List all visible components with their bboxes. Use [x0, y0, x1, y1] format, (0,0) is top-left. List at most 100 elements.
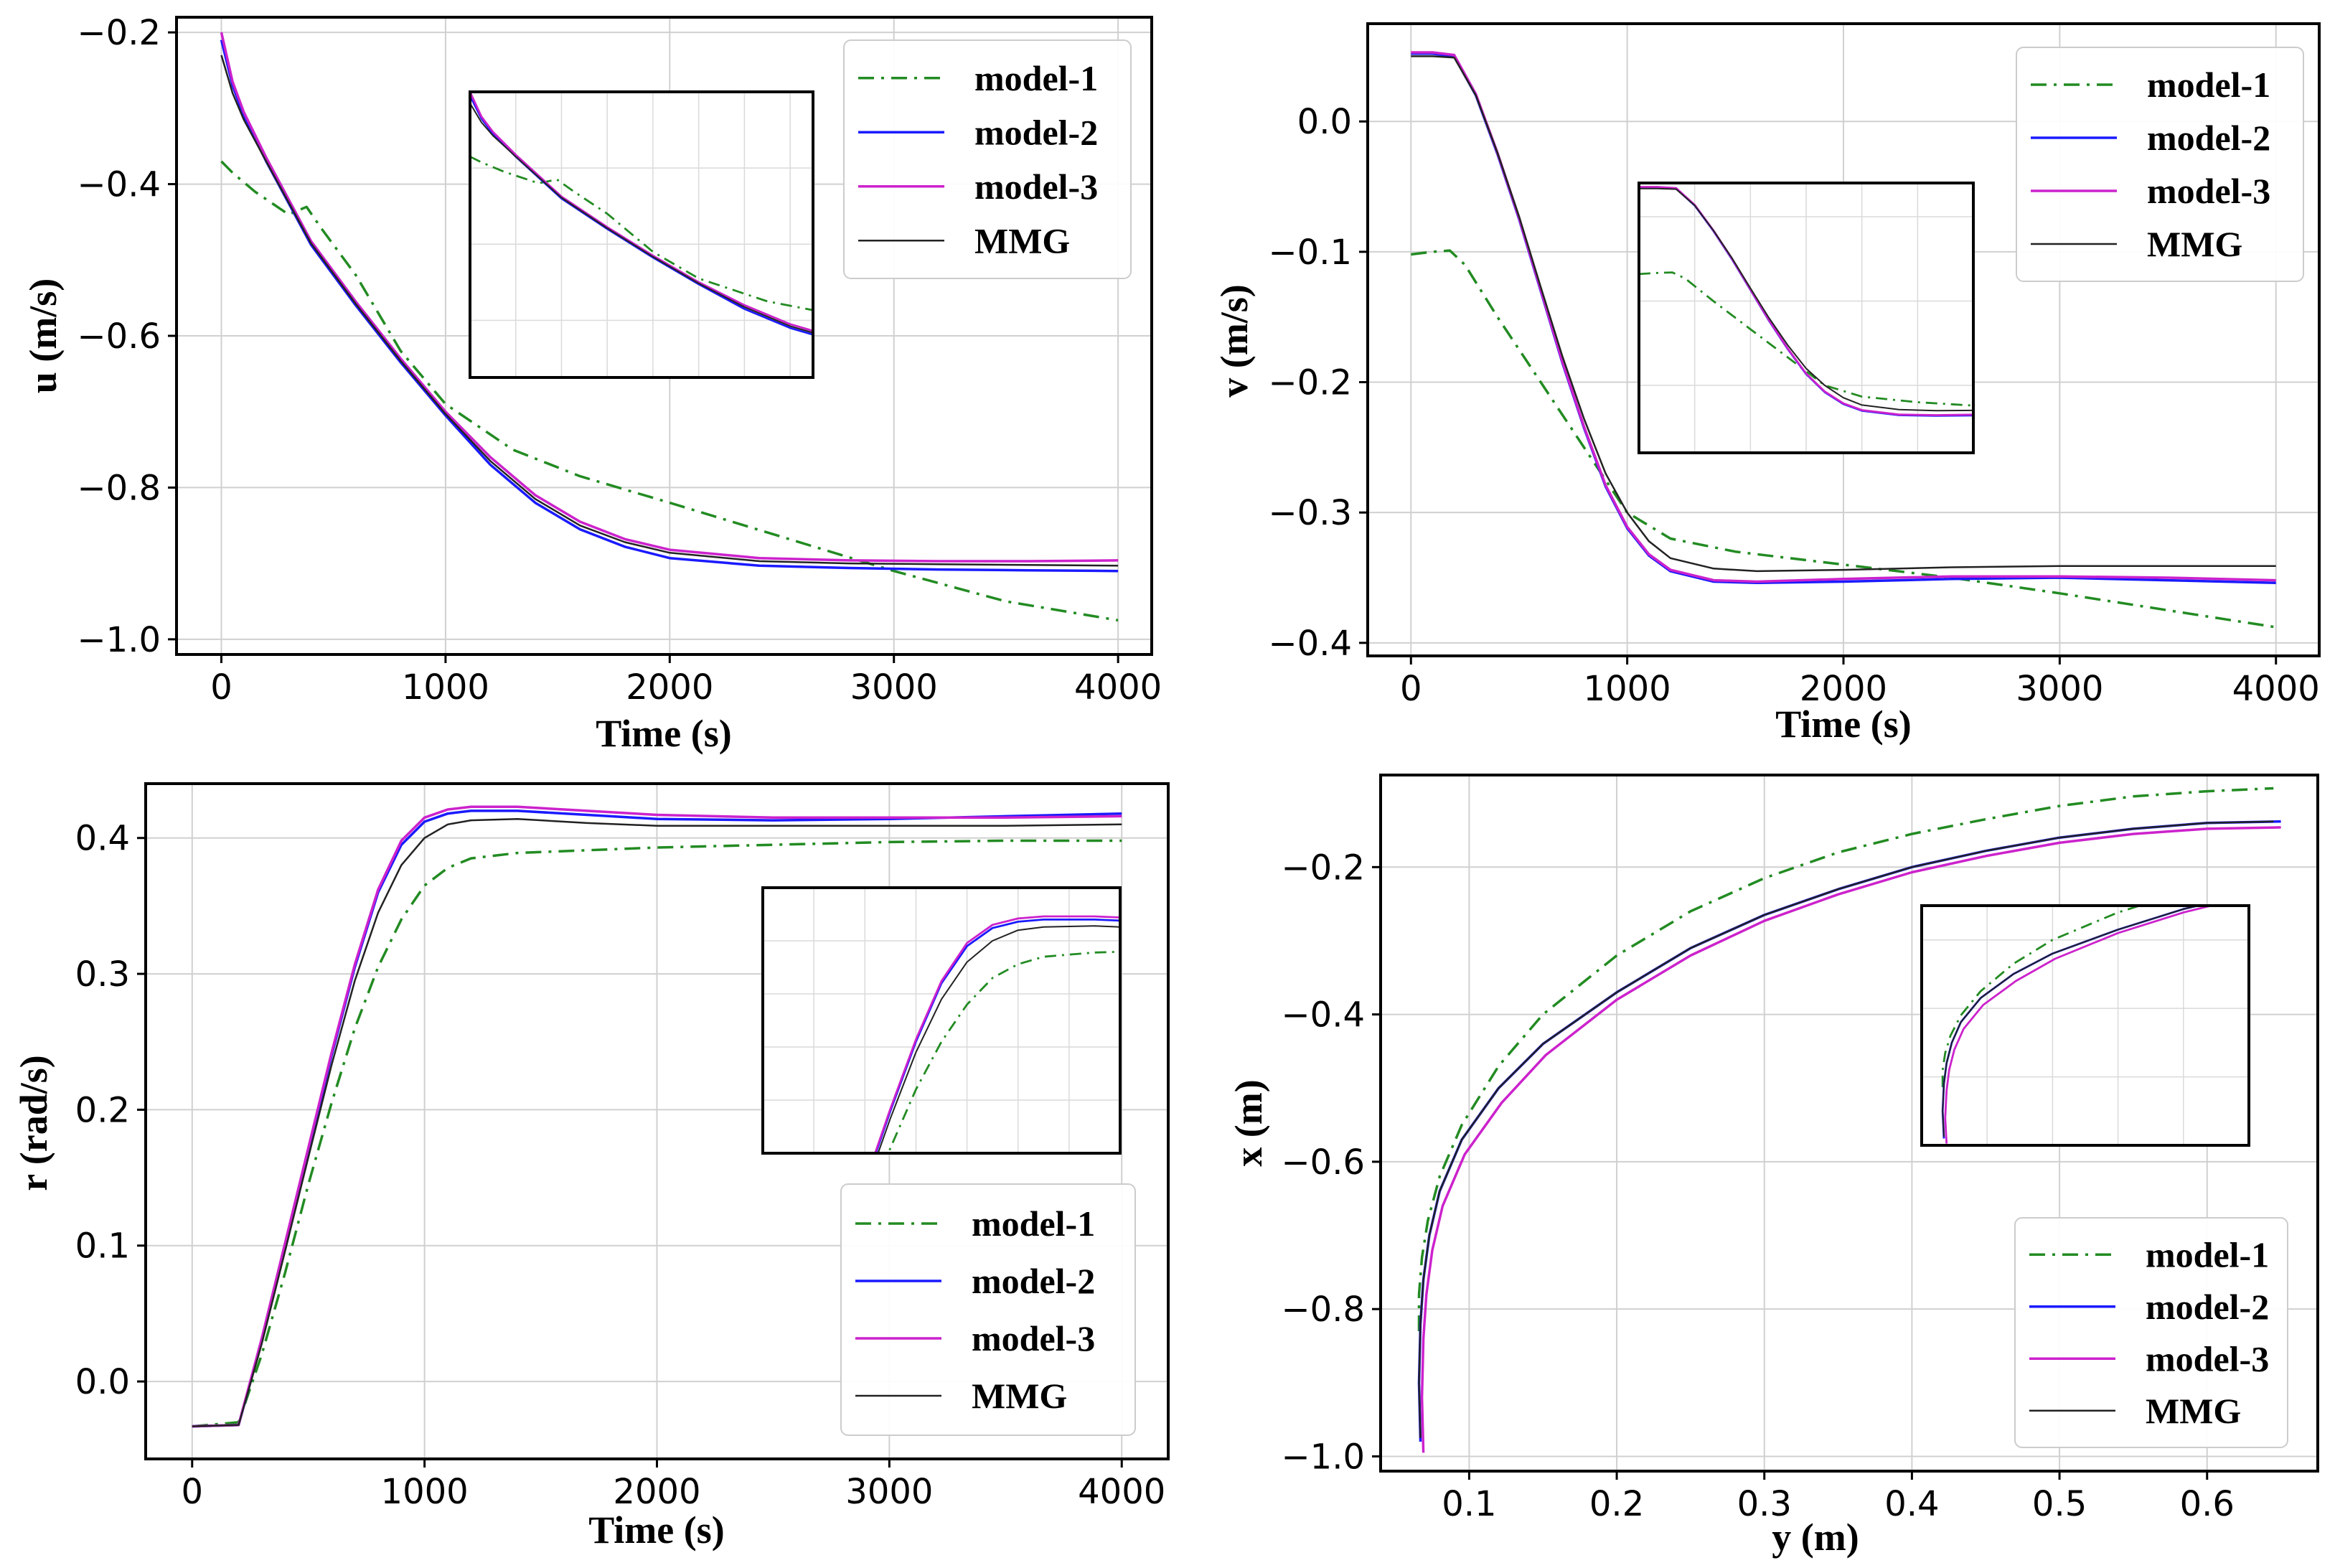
- plot-frame-u: [175, 16, 1153, 656]
- inset-series-u: [470, 92, 813, 336]
- legend-box-xy: [2014, 1217, 2288, 1448]
- inset-line-v-mmg: [1639, 187, 1973, 412]
- tick-label-x-xy-0: 0.1: [1442, 1484, 1496, 1524]
- tick-label-y-r-4: 0.4: [75, 819, 130, 859]
- inset-bg-u: [470, 92, 813, 377]
- tick-label-x-r-1: 1000: [381, 1472, 469, 1512]
- series-line-u-model-1: [220, 160, 1119, 622]
- legend-label-xy-model-3: model-3: [2146, 1338, 2269, 1379]
- tick-label-y-u-2: −0.6: [77, 316, 161, 357]
- yticks-r: 0.0 0.1 0.2 0.3 0.4: [75, 819, 146, 1402]
- inset-series-v: [1639, 186, 1973, 417]
- tick-label-x-u-3: 3000: [850, 667, 938, 708]
- inset-line-r-mmg: [877, 925, 1120, 1153]
- tick-label-y-r-3: 0.3: [75, 954, 130, 995]
- series-r: [192, 805, 1122, 1428]
- series-line-u-mmg: [220, 55, 1119, 567]
- tick-label-x-r-2: 2000: [613, 1472, 700, 1512]
- inset-xy: [1920, 904, 2250, 1147]
- tick-label-x-xy-3: 0.4: [1884, 1484, 1939, 1524]
- legend-label-xy-model-1: model-1: [2146, 1234, 2269, 1274]
- inset-line-u-model-3: [470, 92, 813, 332]
- x-axis-title-v: Time (s): [1775, 703, 1911, 746]
- legend-box-r: [840, 1183, 1136, 1436]
- legend-label-u-model-2: model-2: [974, 112, 1098, 152]
- yticks-v: −0.4 −0.3 −0.2 −0.1 0.0: [1268, 102, 1368, 664]
- tick-label-y-v-1: −0.3: [1268, 493, 1352, 533]
- legend-r: model-1 model-2 model-3 MMG: [840, 1183, 1136, 1436]
- xticks-r: 0 1000 2000 3000 4000: [181, 1459, 1165, 1512]
- y-axis-title-u: u (m/s): [22, 278, 65, 394]
- tick-label-y-u-0: −1.0: [77, 620, 161, 660]
- inset-line-r-model-1: [887, 950, 1120, 1153]
- inset-u: [469, 90, 814, 379]
- tick-label-y-xy-3: −0.4: [1281, 995, 1365, 1036]
- panel-v: 0 1000 2000 3000 4000 −0.4 −0.3 −0.2 −0.1 0.0 Ti…: [1213, 22, 2321, 746]
- series-line-r-mmg: [192, 817, 1122, 1427]
- series-line-xy-mmg: [1418, 820, 2274, 1438]
- tick-label-y-u-1: −0.8: [77, 468, 161, 508]
- inset-line-r-model-3: [874, 915, 1120, 1153]
- legend-v: model-1 model-2 model-3 MMG: [2016, 47, 2304, 282]
- tick-label-y-r-0: 0.0: [75, 1362, 130, 1402]
- series-line-v-mmg: [1411, 55, 2276, 573]
- inset-frame-r: [761, 886, 1122, 1155]
- tick-label-x-u-1: 1000: [402, 667, 489, 708]
- legend-label-r-mmg: MMG: [972, 1376, 1067, 1416]
- y-axis-title-xy: x (m): [1227, 1079, 1270, 1166]
- legend-label-r-model-2: model-2: [972, 1261, 1095, 1301]
- series-line-xy-model-1: [1417, 787, 2274, 1331]
- legend-xy: model-1 model-2 model-3 MMG: [2014, 1217, 2288, 1448]
- legend-label-xy-model-2: model-2: [2146, 1287, 2269, 1327]
- inset-frame-v: [1638, 182, 1975, 454]
- tick-label-y-xy-4: −0.2: [1281, 848, 1365, 888]
- inset-line-xy-model-3: [1944, 906, 2216, 1144]
- inset-line-xy-mmg: [1942, 906, 2202, 1137]
- tick-label-y-u-3: −0.4: [77, 165, 161, 205]
- series-line-r-model-1: [192, 839, 1122, 1428]
- tick-label-x-xy-5: 0.6: [2180, 1484, 2235, 1524]
- legend-box-v: [2016, 47, 2304, 282]
- xticks-u: 0 1000 2000 3000 4000: [210, 654, 1162, 708]
- xticks-v: 0 1000 2000 3000 4000: [1400, 656, 2320, 709]
- tick-label-x-xy-1: 0.2: [1589, 1484, 1644, 1524]
- series-line-xy-model-3: [1420, 826, 2281, 1453]
- x-axis-title-r: Time (s): [588, 1508, 724, 1551]
- legend-label-v-model-2: model-2: [2147, 118, 2270, 158]
- legend-label-v-model-3: model-3: [2147, 171, 2270, 211]
- series-u: [220, 32, 1119, 622]
- tick-label-x-r-3: 3000: [845, 1472, 933, 1512]
- inset-frame-u: [469, 90, 814, 379]
- inset-line-u-mmg: [470, 103, 813, 334]
- tick-label-x-v-2: 2000: [1800, 669, 1887, 709]
- tick-label-x-r-4: 4000: [1078, 1472, 1165, 1512]
- yticks-xy: −1.0 −0.8 −0.6 −0.4 −0.2: [1281, 848, 1381, 1477]
- inset-series-xy: [1941, 906, 2216, 1144]
- panel-r: 0 1000 2000 3000 4000 0.0 0.1 0.2 0.3 0.4 Time (…: [12, 782, 1170, 1551]
- tick-label-y-v-3: −0.1: [1268, 233, 1352, 273]
- plot-frame-r: [144, 782, 1170, 1460]
- tick-label-y-xy-0: −1.0: [1281, 1437, 1365, 1477]
- tick-label-y-v-2: −0.2: [1268, 363, 1352, 403]
- tick-label-x-xy-4: 0.5: [2032, 1484, 2087, 1524]
- legend-label-u-mmg: MMG: [974, 220, 1070, 260]
- inset-v: [1638, 182, 1975, 454]
- panel-xy: 0.1 0.2 0.3 0.4 0.5 0.6 −1.0−0.8−0.6−0.4−0.2 …: [1227, 774, 2319, 1559]
- series-xy: [1417, 787, 2281, 1453]
- inset-series-r: [874, 915, 1120, 1153]
- tick-label-x-v-4: 4000: [2232, 669, 2320, 709]
- plot-frame-xy: [1379, 774, 2319, 1473]
- tick-label-x-u-2: 2000: [626, 667, 713, 708]
- legend-label-r-model-3: model-3: [972, 1318, 1095, 1358]
- tick-label-x-v-1: 1000: [1584, 669, 1671, 709]
- tick-label-x-v-3: 3000: [2016, 669, 2103, 709]
- tick-label-x-u-4: 4000: [1074, 667, 1162, 708]
- inset-line-r-model-2: [875, 919, 1120, 1153]
- x-axis-title-u: Time (s): [596, 712, 731, 755]
- legend-label-v-mmg: MMG: [2147, 224, 2242, 264]
- series-line-v-model-1: [1411, 249, 2276, 629]
- inset-frame-xy: [1920, 904, 2250, 1147]
- panel-u: 0 1000 2000 3000 4000 −1.0 −0.8 −0.6 −0.4 −0.2 T…: [22, 13, 1162, 755]
- tick-label-y-r-1: 0.1: [75, 1226, 130, 1267]
